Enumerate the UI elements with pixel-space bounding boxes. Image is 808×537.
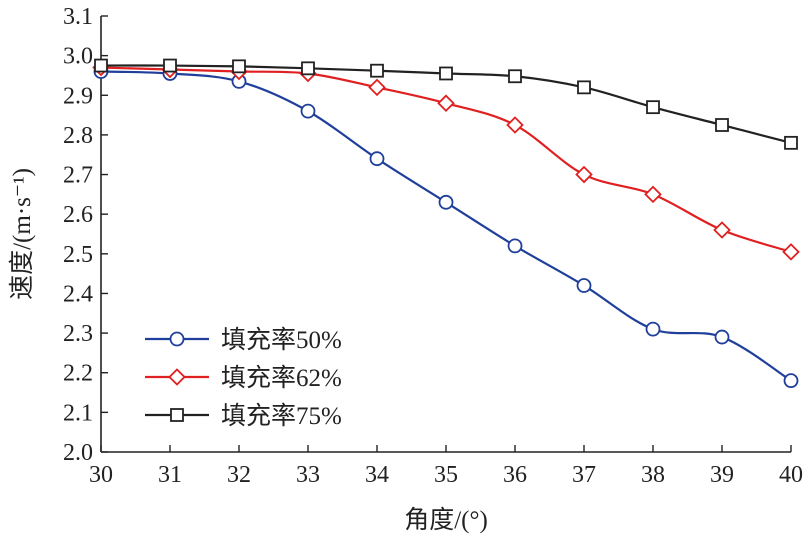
- series-2: [92, 58, 800, 261]
- data-point: [94, 58, 108, 73]
- x-tick-label: 33: [296, 462, 320, 488]
- y-tick-label: 2.4: [63, 281, 93, 307]
- legend-label: 填充率50%: [221, 326, 342, 354]
- legend-marker: [168, 368, 186, 386]
- x-tick-label: 38: [641, 462, 665, 488]
- x-tick-label: 34: [365, 462, 389, 488]
- data-point: [714, 329, 730, 345]
- x-axis-title: 角度/(°): [404, 506, 488, 534]
- legend-label: 填充率75%: [221, 402, 342, 430]
- y-tick-label: 2.6: [63, 202, 93, 228]
- legend: 填充率50% 填充率62% 填充率75%: [145, 326, 342, 430]
- x-tick-label: 31: [158, 462, 182, 488]
- data-point: [783, 373, 799, 389]
- data-point: [370, 63, 384, 78]
- y-tick-label: 2.3: [63, 321, 93, 347]
- y-tick-label: 2.5: [63, 242, 93, 268]
- data-point: [163, 58, 177, 73]
- data-point: [575, 165, 593, 184]
- data-point: [369, 151, 385, 167]
- y-axis-title: 速度/(m·s⁻¹): [8, 168, 36, 300]
- legend-label: 填充率62%: [221, 364, 342, 392]
- data-point: [439, 66, 453, 81]
- data-point: [301, 61, 315, 76]
- data-point: [784, 135, 798, 150]
- data-point: [437, 94, 455, 112]
- legend-item: 填充率50%: [145, 326, 342, 354]
- legend-marker: [170, 408, 184, 422]
- legend-item: 填充率75%: [145, 402, 342, 430]
- series-layer: [92, 58, 800, 389]
- series-3: [94, 58, 798, 150]
- data-point: [644, 185, 662, 204]
- data-point: [713, 221, 731, 239]
- y-tick-label: 3.1: [63, 4, 93, 30]
- x-tick-label: 30: [89, 462, 113, 488]
- data-point: [715, 118, 729, 132]
- data-point: [506, 116, 524, 134]
- data-point: [782, 243, 800, 261]
- series-line: [100, 70, 792, 382]
- axes: 30 31 32 33 34 35 36 37 38 39 40 2.0 2.1 2.2 2.3 2.4 2.5…: [63, 4, 803, 488]
- y-tick-label: 3.0: [63, 44, 93, 70]
- data-point: [300, 103, 316, 119]
- y-tick-label: 2.9: [63, 83, 93, 109]
- series-1: [93, 64, 799, 389]
- data-point: [508, 69, 522, 84]
- x-tick-label: 35: [434, 462, 458, 488]
- data-point: [438, 194, 454, 210]
- x-tick-label: 37: [572, 462, 596, 488]
- x-tick-label: 32: [227, 462, 251, 488]
- data-point: [646, 100, 660, 115]
- y-tick-label: 2.8: [63, 123, 93, 149]
- data-point: [645, 321, 661, 337]
- y-tick-label: 2.2: [63, 361, 93, 387]
- x-tick-label: 39: [710, 462, 734, 488]
- y-tick-label: 2.7: [63, 163, 93, 189]
- data-point: [576, 278, 592, 293]
- data-point: [577, 80, 591, 95]
- y-tick-label: 2.0: [63, 440, 93, 466]
- x-tick-label: 40: [779, 462, 803, 488]
- y-tick-label: 2.1: [63, 400, 93, 426]
- legend-marker: [169, 331, 185, 347]
- data-point: [368, 78, 386, 97]
- legend-item: 填充率62%: [145, 364, 342, 392]
- data-point: [507, 238, 523, 254]
- data-point: [232, 59, 246, 74]
- x-tick-label: 36: [503, 462, 527, 488]
